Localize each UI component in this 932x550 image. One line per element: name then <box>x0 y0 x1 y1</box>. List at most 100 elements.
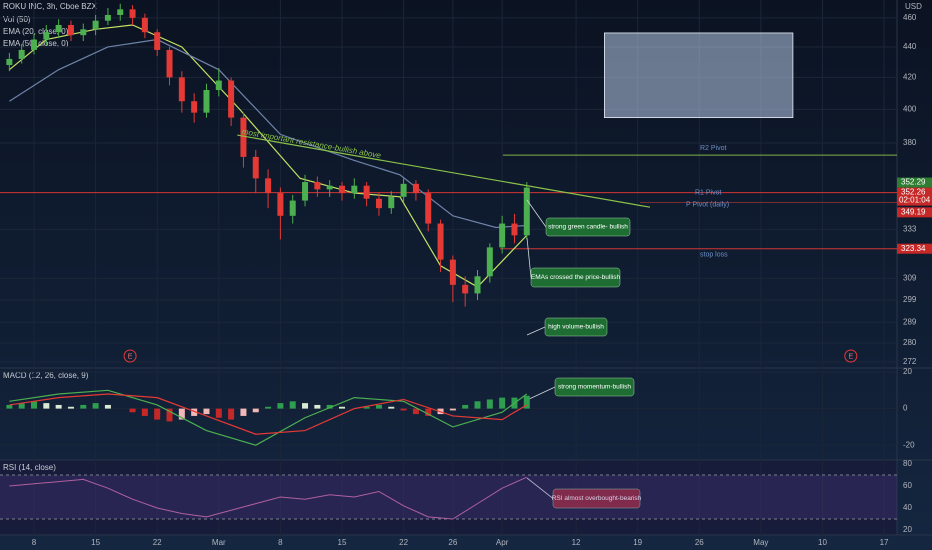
x-tick-label: 15 <box>338 538 347 547</box>
candle-body <box>449 259 456 285</box>
y-tick-label: 60 <box>903 481 912 490</box>
countdown: 02:01:04 <box>899 196 931 205</box>
candle-body <box>289 200 296 216</box>
macd-histogram-bar <box>67 406 74 409</box>
rsi-band <box>0 474 897 520</box>
y-tick-label: 80 <box>903 459 912 468</box>
macd-histogram-bar <box>388 406 395 409</box>
x-tick-label: 26 <box>448 538 457 547</box>
x-tick-label: 22 <box>399 538 408 547</box>
x-tick-label: 19 <box>633 538 642 547</box>
macd-histogram-bar <box>31 401 38 409</box>
x-tick-label: May <box>753 538 768 547</box>
candle-body <box>80 29 87 36</box>
callout-text: high volume-bullish <box>548 324 604 331</box>
y-tick-label: 0 <box>903 404 908 413</box>
y-tick-label: 400 <box>903 104 917 113</box>
candle-body <box>351 185 358 194</box>
macd-histogram-bar <box>191 408 198 416</box>
macd-histogram-bar <box>141 408 148 416</box>
indicator-line <box>9 389 528 446</box>
macd-histogram-bar <box>363 406 370 409</box>
candle-body <box>462 284 469 294</box>
pivot-label: stop loss <box>700 252 728 259</box>
macd-histogram-bar <box>486 399 493 409</box>
x-tick-label: 26 <box>695 538 704 547</box>
price-tag-label: 352.29 <box>901 178 926 187</box>
candle-body <box>18 49 25 59</box>
candle-body <box>400 183 407 197</box>
macd-histogram-bar <box>375 404 382 409</box>
y-tick-label: 460 <box>903 13 917 22</box>
indicator-line <box>8 24 528 288</box>
macd-histogram-bar <box>265 406 272 409</box>
callout-arrow <box>526 386 556 401</box>
callout-arrow <box>526 199 547 228</box>
y-tick-label: -20 <box>903 440 915 449</box>
x-tick-label: 8 <box>278 538 283 547</box>
callout-text: strong green candle- bullish <box>548 224 628 231</box>
callout-box <box>552 488 641 509</box>
earnings-label: E <box>128 353 133 360</box>
price-tag <box>897 187 932 206</box>
macd-histogram-bar <box>166 408 173 422</box>
x-tick-label: 12 <box>572 538 581 547</box>
y-tick-label: 20 <box>903 367 912 376</box>
macd-histogram-bar <box>449 408 456 411</box>
pivot-label: P Pivot (daily) <box>686 201 729 208</box>
y-tick-label: 280 <box>903 338 917 347</box>
candle-body <box>425 193 432 224</box>
candle-body <box>252 156 259 179</box>
macd-histogram-bar <box>277 403 284 409</box>
pivot-label: R1 Pivot <box>695 189 722 196</box>
candle-body <box>474 276 481 294</box>
macd-histogram-bar <box>523 395 530 409</box>
earnings-marker <box>123 349 137 363</box>
callout-text: strong momentum-bullish <box>558 384 631 391</box>
candle-body <box>314 182 321 190</box>
candle-body <box>486 247 493 277</box>
y-tick-label: 309 <box>903 274 917 283</box>
price-tag <box>897 243 932 254</box>
macd-histogram-bar <box>6 404 13 409</box>
candle-body <box>166 49 173 78</box>
candle-body <box>511 223 518 236</box>
indicator-line <box>9 393 528 435</box>
candle-body <box>277 193 284 216</box>
callout-text: RSI almost overbought-bearish <box>552 495 642 502</box>
callout-box <box>530 267 621 288</box>
macd-histogram-bar <box>474 401 481 409</box>
callout-arrow <box>526 326 546 336</box>
macd-histogram-bar <box>289 401 296 409</box>
macd-histogram-bar <box>178 408 185 420</box>
macd-histogram-bar <box>425 408 432 416</box>
candle-body <box>43 32 50 40</box>
indicator-line <box>9 38 527 229</box>
callout-box <box>554 377 635 397</box>
macd-histogram-bar <box>302 403 309 409</box>
candle-body <box>326 185 333 190</box>
candle-body <box>67 24 74 36</box>
macd-histogram-bar <box>129 408 136 413</box>
zone-box <box>604 32 794 119</box>
candle-body <box>104 14 111 21</box>
y-tick-label: 272 <box>903 357 917 366</box>
macd-histogram-bar <box>462 404 469 409</box>
price-tag-label: 349.19 <box>901 207 926 216</box>
price-tag <box>897 177 932 188</box>
macd-histogram-bar <box>400 408 407 411</box>
candle-body <box>92 20 99 30</box>
y-tick-label: 380 <box>903 138 917 147</box>
x-tick-label: 15 <box>91 538 100 547</box>
candle-body <box>375 198 382 209</box>
candle-body <box>117 9 124 15</box>
macd-histogram-bar <box>499 397 506 409</box>
y-tick-label: 40 <box>903 503 912 512</box>
macd-histogram-bar <box>92 403 99 409</box>
candle-body <box>31 39 38 50</box>
y-tick-label: 420 <box>903 73 917 82</box>
callout-box <box>545 217 631 237</box>
callout-box <box>544 317 608 337</box>
indicator-label: EMA (20, close, 0) <box>3 27 69 36</box>
